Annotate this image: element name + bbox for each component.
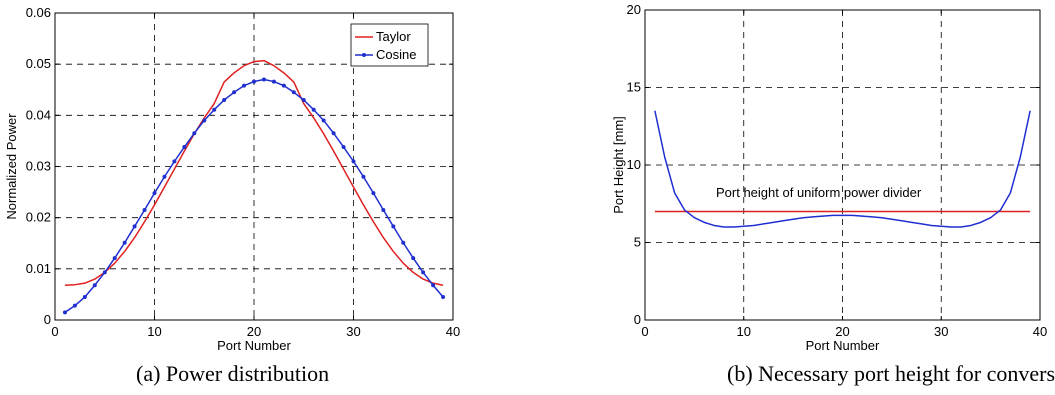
y-tick-label: 15 — [627, 80, 641, 95]
chart-b-ylabel: Port Height [mm] — [611, 116, 626, 214]
data-point-cosine — [341, 145, 346, 150]
y-tick-label: 20 — [627, 2, 641, 17]
data-point-cosine — [202, 118, 207, 123]
y-tick-label: 0.06 — [26, 5, 51, 20]
data-point-cosine — [391, 224, 396, 229]
data-point-cosine — [112, 256, 117, 261]
chart-b-xlabel: Port Number — [806, 338, 880, 353]
data-point-cosine — [441, 294, 446, 299]
legend-label-cosine: Cosine — [376, 47, 416, 62]
data-point-cosine — [232, 90, 237, 95]
data-point-cosine — [172, 159, 177, 164]
y-tick-label: 0.03 — [26, 159, 51, 174]
data-point-cosine — [301, 97, 306, 102]
data-point-cosine — [311, 107, 316, 112]
x-tick-label: 40 — [446, 324, 460, 339]
y-tick-label: 0.01 — [26, 261, 51, 276]
chart-b-caption: (b) Necessary port height for conversio — [727, 361, 1055, 386]
data-point-cosine — [371, 191, 376, 196]
data-point-cosine — [182, 145, 187, 150]
data-point-cosine — [291, 90, 296, 95]
chart-b-series — [654, 110, 1031, 228]
data-point-cosine — [212, 107, 217, 112]
data-point-cosine — [351, 159, 356, 164]
data-point-cosine — [62, 310, 67, 315]
data-point-cosine — [381, 207, 386, 212]
y-tick-label: 0 — [634, 312, 641, 327]
data-point-cosine — [142, 207, 147, 212]
y-tick-label: 0 — [44, 312, 51, 327]
chart-a-xlabel: Port Number — [217, 338, 291, 353]
x-tick-label: 40 — [1033, 324, 1047, 339]
data-point-cosine — [122, 240, 127, 245]
data-point-cosine — [271, 79, 276, 84]
chart-a-legend: Taylor Cosine — [350, 23, 429, 67]
data-point-cosine — [92, 283, 97, 288]
x-tick-label: 20 — [247, 324, 261, 339]
data-point-cosine — [401, 240, 406, 245]
data-point-cosine — [421, 270, 426, 275]
data-point-cosine — [261, 77, 266, 82]
y-tick-label: 0.02 — [26, 210, 51, 225]
data-point-cosine — [321, 118, 326, 123]
x-tick-label: 30 — [346, 324, 360, 339]
data-point-cosine — [222, 97, 227, 102]
data-point-cosine — [152, 191, 157, 196]
chart-b-grid — [645, 10, 1040, 320]
legend-marker-cosine — [362, 53, 366, 57]
y-tick-label: 10 — [627, 157, 641, 172]
data-point-cosine — [281, 83, 286, 88]
chart-a-series — [62, 59, 446, 315]
data-point-cosine — [431, 283, 436, 288]
data-point-cosine — [242, 83, 247, 88]
data-point-cosine — [361, 174, 366, 179]
data-point-cosine — [132, 224, 137, 229]
legend-label-taylor: Taylor — [376, 29, 411, 44]
series-line-height — [654, 110, 1031, 228]
chart-a-grid — [55, 13, 453, 320]
data-point-cosine — [331, 131, 336, 136]
x-tick-label: 10 — [737, 324, 751, 339]
data-point-cosine — [252, 79, 256, 84]
chart-a: 0 10 20 30 40 0 0.01 0.02 0.03 0.04 0.05 0.06 Port … — [4, 5, 460, 386]
chart-b-annotation: Port height of uniform power divider — [716, 185, 922, 200]
x-tick-label: 0 — [51, 324, 58, 339]
series-line-taylor — [64, 59, 444, 286]
data-point-cosine — [82, 294, 87, 299]
y-tick-label: 5 — [634, 235, 641, 250]
x-tick-label: 10 — [147, 324, 161, 339]
legend-box — [350, 23, 429, 67]
data-point-cosine — [411, 256, 416, 261]
y-tick-label: 0.05 — [26, 56, 51, 71]
chart-b-ticks: 0 10 20 30 40 0 5 10 15 20 — [627, 2, 1048, 339]
data-point-cosine — [102, 270, 107, 275]
data-point-cosine — [192, 131, 197, 136]
y-tick-label: 0.04 — [26, 107, 51, 122]
data-point-cosine — [72, 303, 77, 308]
chart-a-caption: (a) Power distribution — [136, 361, 329, 386]
chart-a-ticks: 0 10 20 30 40 0 0.01 0.02 0.03 0.04 0.05 0.06 — [26, 5, 461, 339]
x-tick-label: 20 — [835, 324, 849, 339]
chart-a-ylabel: Normalized Power — [4, 113, 19, 220]
chart-b: 0 10 20 30 40 0 5 10 15 20 Port Number Port Heigh… — [611, 2, 1055, 386]
data-point-cosine — [162, 174, 167, 179]
x-tick-label: 30 — [934, 324, 948, 339]
x-tick-label: 0 — [641, 324, 648, 339]
